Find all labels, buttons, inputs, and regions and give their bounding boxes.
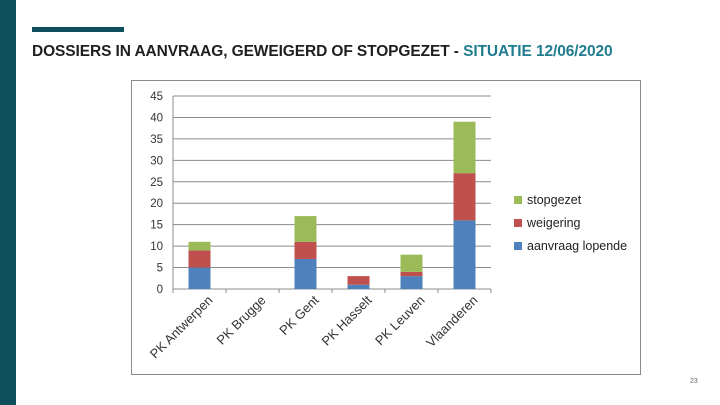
bar-weigering-pk-leuven (400, 271, 423, 277)
y-tick-label: 15 (150, 220, 163, 232)
chart-frame: 0 5 10 15 20 25 30 35 40 45 PK Antwerpen PK Brugge P… (131, 80, 641, 375)
bar-stopgezet-vlaanderen (453, 121, 476, 174)
x-category-label: Vlaanderen (423, 293, 481, 351)
page-title: DOSSIERS IN AANVRAAG, GEWEIGERD OF STOPG… (32, 43, 613, 61)
legend-label: stopgezet (527, 193, 582, 207)
bar-stopgezet-pk-leuven (400, 254, 423, 272)
y-tick-label: 10 (150, 241, 163, 253)
bar-stopgezet-pk-antwerpen (188, 241, 211, 251)
legend-swatch-weigering (514, 219, 522, 227)
title-accent-rule (32, 27, 124, 32)
page-title-main: DOSSIERS IN AANVRAAG, GEWEIGERD OF STOPG… (32, 43, 464, 60)
bar-weigering-pk-antwerpen (188, 250, 211, 268)
y-tick-label: 45 (150, 91, 163, 103)
bar-aanvraag-lopende-pk-gent (294, 258, 317, 289)
legend-swatch-aanvraag-lopende (514, 242, 522, 250)
legend-label: weigering (526, 216, 581, 230)
bar-weigering-pk-gent (294, 241, 317, 259)
bar-weigering-pk-hasselt (347, 276, 370, 285)
bar-stopgezet-pk-gent (294, 216, 317, 242)
x-category-label: PK Hasselt (319, 292, 375, 348)
y-tick-label: 25 (150, 177, 163, 189)
page-number: 23 (690, 378, 698, 385)
legend-swatch-stopgezet (514, 196, 522, 204)
bar-aanvraag-lopende-pk-hasselt (347, 284, 370, 289)
y-tick-label: 5 (157, 263, 163, 275)
x-category-label: PK Brugge (214, 293, 269, 348)
bar-weigering-vlaanderen (453, 173, 476, 221)
x-category-label: PK Gent (276, 292, 322, 338)
x-category-label: PK Antwerpen (147, 293, 216, 362)
y-tick-label: 35 (150, 134, 163, 146)
y-tick-label: 0 (157, 284, 163, 296)
y-tick-label: 40 (150, 112, 163, 124)
x-category-label: PK Leuven (372, 293, 428, 349)
y-tick-label: 20 (150, 198, 163, 210)
bar-aanvraag-lopende-vlaanderen (453, 220, 476, 289)
page-title-date: SITUATIE 12/06/2020 (463, 43, 613, 60)
bar-aanvraag-lopende-pk-leuven (400, 276, 423, 289)
sidebar-accent-bar (0, 0, 16, 405)
legend-label: aanvraag lopende (527, 239, 627, 253)
y-tick-label: 30 (150, 155, 163, 167)
bar-aanvraag-lopende-pk-antwerpen (188, 267, 211, 289)
